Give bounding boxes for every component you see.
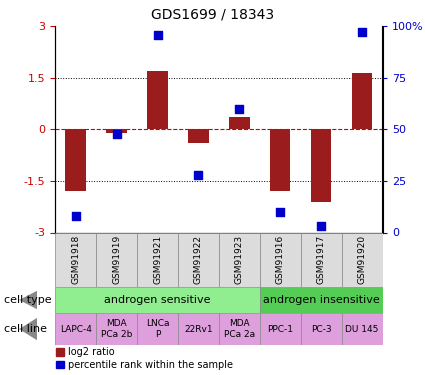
Bar	[55, 287, 260, 313]
Bar	[260, 287, 382, 313]
Text: PPC-1: PPC-1	[267, 324, 293, 334]
Bar	[178, 232, 219, 287]
Polygon shape	[19, 291, 37, 309]
Text: GSM91921: GSM91921	[153, 235, 162, 284]
Bar	[96, 313, 137, 345]
Text: GSM91917: GSM91917	[317, 235, 326, 284]
Text: MDA
PCa 2b: MDA PCa 2b	[101, 320, 132, 339]
Point	[154, 32, 161, 38]
Bar	[260, 313, 300, 345]
Text: cell line: cell line	[4, 324, 47, 334]
Bar	[260, 232, 300, 287]
Text: androgen insensitive: androgen insensitive	[263, 295, 380, 305]
Text: androgen sensitive: androgen sensitive	[104, 295, 211, 305]
Bar	[65, 129, 86, 191]
Point	[113, 130, 120, 136]
Bar	[147, 71, 168, 129]
Bar	[219, 313, 260, 345]
Text: GSM91923: GSM91923	[235, 235, 244, 284]
Bar	[342, 313, 383, 345]
Text: GDS1699 / 18343: GDS1699 / 18343	[151, 8, 274, 21]
Text: GSM91919: GSM91919	[112, 235, 121, 284]
Text: GSM91918: GSM91918	[71, 235, 80, 284]
Text: GSM91916: GSM91916	[276, 235, 285, 284]
Text: LAPC-4: LAPC-4	[60, 324, 92, 334]
Point	[236, 106, 243, 112]
Bar	[137, 232, 178, 287]
Point	[72, 213, 79, 219]
Bar	[270, 129, 290, 191]
Text: GSM91920: GSM91920	[357, 235, 366, 284]
Bar	[188, 129, 209, 143]
Bar	[55, 313, 96, 345]
Text: LNCa
P: LNCa P	[146, 320, 169, 339]
Point	[195, 172, 202, 178]
Text: cell type: cell type	[4, 295, 52, 305]
Polygon shape	[19, 318, 37, 340]
Text: DU 145: DU 145	[346, 324, 379, 334]
Text: MDA
PCa 2a: MDA PCa 2a	[224, 320, 255, 339]
Bar	[300, 313, 342, 345]
Bar	[96, 232, 137, 287]
Bar	[311, 129, 332, 202]
Legend: log2 ratio, percentile rank within the sample: log2 ratio, percentile rank within the s…	[56, 347, 232, 370]
Bar	[229, 117, 249, 129]
Bar	[352, 73, 372, 129]
Point	[277, 209, 283, 215]
Bar	[137, 313, 178, 345]
Bar	[300, 232, 342, 287]
Point	[359, 30, 366, 36]
Text: GSM91922: GSM91922	[194, 235, 203, 284]
Text: PC-3: PC-3	[311, 324, 332, 334]
Bar	[342, 232, 383, 287]
Text: 22Rv1: 22Rv1	[184, 324, 213, 334]
Bar	[178, 313, 219, 345]
Bar	[55, 232, 96, 287]
Point	[318, 224, 325, 230]
Bar	[106, 129, 127, 133]
Bar	[219, 232, 260, 287]
